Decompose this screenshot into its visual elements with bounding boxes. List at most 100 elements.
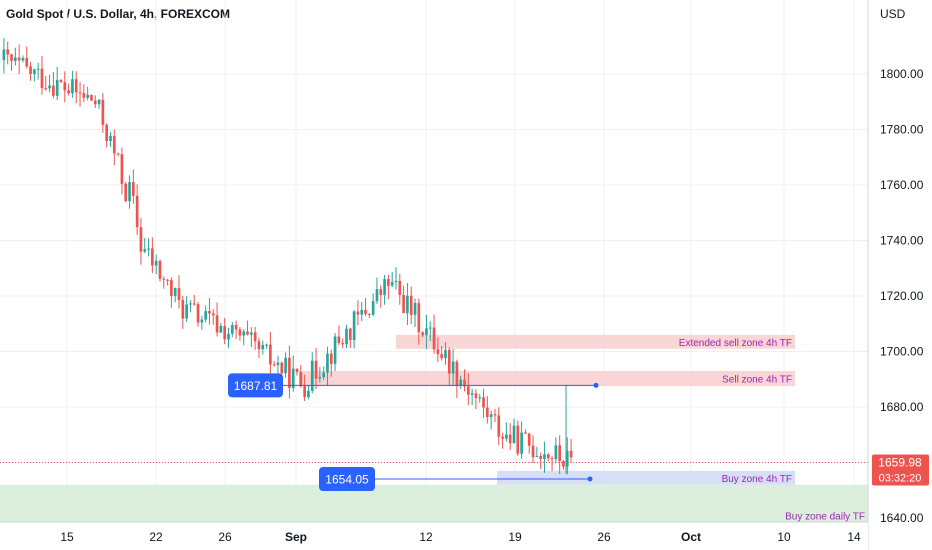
candle-body bbox=[417, 303, 421, 333]
candle-body bbox=[345, 328, 348, 345]
price-callout-lower-handle[interactable] bbox=[587, 476, 593, 482]
candle-body bbox=[272, 364, 276, 366]
candle-body bbox=[501, 436, 504, 439]
buy-zone[interactable] bbox=[497, 470, 795, 485]
sell-zone-label: Sell zone 4h TF bbox=[722, 375, 792, 386]
candle-body bbox=[459, 379, 463, 387]
candle-body bbox=[348, 328, 352, 341]
candle-body bbox=[21, 57, 25, 61]
candle-body bbox=[493, 414, 497, 416]
candle-body bbox=[185, 304, 188, 319]
candle-body bbox=[158, 260, 162, 279]
candle-body bbox=[520, 432, 523, 454]
sell-zone[interactable] bbox=[299, 370, 795, 387]
candle-body bbox=[86, 94, 89, 98]
x-tick-label: 10 bbox=[777, 530, 791, 544]
x-tick-label: 15 bbox=[60, 530, 74, 544]
candle-body bbox=[322, 372, 325, 378]
buy-zone-daily-label: Buy zone daily TF bbox=[785, 512, 865, 523]
candle-body bbox=[276, 362, 280, 365]
y-tick-label: 1760.00 bbox=[880, 178, 924, 192]
candle-body bbox=[455, 361, 459, 387]
candle-body bbox=[173, 287, 177, 296]
candle-body bbox=[409, 295, 413, 315]
x-tick-label: Sep bbox=[285, 530, 307, 544]
candle-body bbox=[337, 336, 341, 344]
candle-body bbox=[478, 397, 482, 399]
candle-body bbox=[223, 325, 227, 340]
candle-body bbox=[166, 279, 169, 281]
candle-body bbox=[162, 278, 166, 280]
candle-body bbox=[352, 311, 356, 341]
candle-body bbox=[13, 57, 17, 61]
candle-body bbox=[333, 336, 337, 364]
y-tick-label: 1800.00 bbox=[880, 67, 924, 81]
candle-body bbox=[432, 327, 436, 350]
candle-body bbox=[44, 88, 48, 90]
candle-body bbox=[143, 249, 147, 252]
candle-body bbox=[63, 82, 67, 91]
price-callout-upper-text: 1687.81 bbox=[234, 379, 278, 393]
y-tick-label: 1640.00 bbox=[880, 511, 924, 525]
candle-body bbox=[406, 295, 409, 314]
price-callout-upper[interactable] bbox=[228, 373, 283, 398]
y-tick-label: 1700.00 bbox=[880, 345, 924, 359]
candle-body bbox=[261, 344, 265, 350]
candle-body bbox=[440, 354, 444, 359]
candle-body bbox=[284, 357, 287, 374]
candle-body bbox=[463, 379, 466, 387]
candle-body bbox=[90, 94, 93, 101]
x-tick-label: 12 bbox=[419, 530, 433, 544]
candle-body bbox=[356, 311, 360, 315]
candle-body bbox=[497, 415, 501, 437]
x-tick-label: 19 bbox=[508, 530, 522, 544]
price-callout-upper-handle[interactable] bbox=[593, 382, 599, 388]
buy-zone-daily[interactable] bbox=[0, 484, 868, 524]
candle-body bbox=[25, 57, 29, 67]
candle-body bbox=[242, 331, 246, 336]
price-callout-lower-text: 1654.05 bbox=[325, 473, 369, 487]
candle-body bbox=[48, 85, 51, 89]
candle-body bbox=[250, 332, 253, 335]
extended-sell-zone-label: Extended sell zone 4h TF bbox=[679, 338, 792, 349]
candle-body bbox=[447, 349, 451, 374]
price-callout-lower[interactable] bbox=[319, 467, 375, 492]
candle-body bbox=[360, 309, 364, 315]
candle-body bbox=[569, 450, 573, 458]
candle-body bbox=[82, 93, 86, 98]
candle-body bbox=[314, 360, 318, 379]
candle-body bbox=[151, 248, 154, 266]
x-tick-label: 14 bbox=[847, 530, 861, 544]
candle-body bbox=[554, 445, 558, 460]
candle-body bbox=[253, 332, 257, 342]
candle-body bbox=[131, 182, 135, 196]
candle-body bbox=[489, 414, 493, 418]
candle-body bbox=[120, 154, 124, 184]
extended-sell-zone[interactable] bbox=[396, 334, 795, 349]
last-price-badge bbox=[872, 454, 929, 486]
candle-body bbox=[139, 227, 143, 252]
candle-body bbox=[208, 311, 211, 314]
candle-body bbox=[288, 357, 291, 388]
candle-body bbox=[474, 393, 478, 398]
candle-body bbox=[74, 79, 78, 93]
candle-body bbox=[101, 99, 105, 125]
candle-body bbox=[299, 371, 303, 387]
candle-body bbox=[238, 329, 242, 336]
candle-body bbox=[17, 57, 21, 61]
candle-body bbox=[59, 80, 63, 83]
candle-body bbox=[307, 390, 310, 398]
candle-body bbox=[269, 344, 272, 365]
candle-body bbox=[181, 299, 185, 319]
candle-body bbox=[470, 393, 474, 395]
x-tick-label: 26 bbox=[597, 530, 611, 544]
candle-body bbox=[93, 100, 97, 105]
candle-body bbox=[291, 368, 295, 388]
candle-body bbox=[562, 460, 565, 467]
candle-body bbox=[425, 328, 428, 336]
candle-body bbox=[318, 377, 322, 379]
time-axis[interactable] bbox=[0, 522, 868, 550]
candle-body bbox=[364, 309, 367, 314]
